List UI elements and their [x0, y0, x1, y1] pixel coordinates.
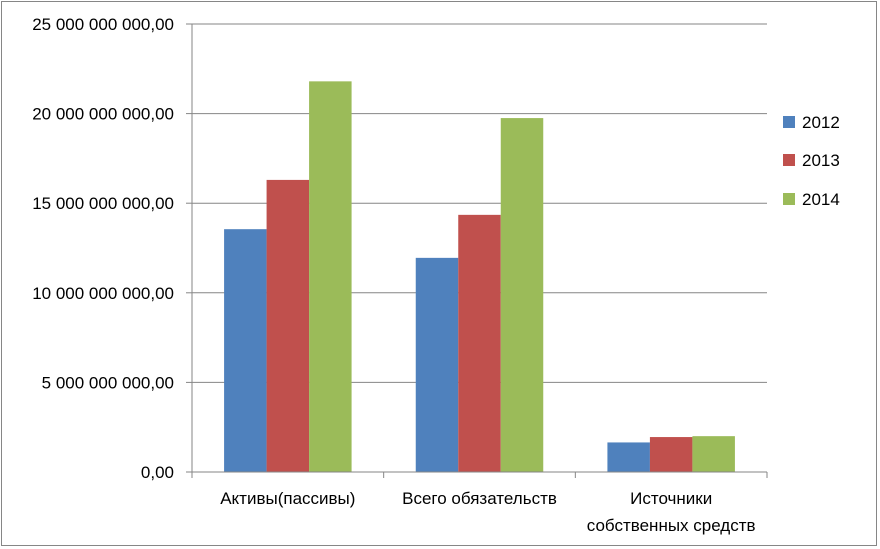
legend-swatch-2012 [783, 116, 795, 128]
y-axis-tick-labels: 0,00 5 000 000 000,00 10 000 000 000,00 15 … [32, 15, 174, 482]
bar-2013-0 [266, 179, 310, 473]
bar-2014-1 [500, 118, 544, 472]
y-tick-label: 25 000 000 000,00 [32, 15, 174, 34]
y-tick-label: 5 000 000 000,00 [42, 373, 174, 392]
x-category-label: Активы(пассивы) [220, 489, 355, 508]
y-tick-label: 15 000 000 000,00 [32, 194, 174, 213]
y-tick-label: 10 000 000 000,00 [32, 284, 174, 303]
bar-2012-0 [224, 229, 267, 472]
bar-2013-1 [458, 214, 501, 472]
legend-swatch-2014 [783, 193, 795, 205]
y-tick-label: 20 000 000 000,00 [32, 105, 174, 124]
x-category-label: Источники [630, 489, 712, 508]
x-category-label: собственных средств [587, 516, 756, 535]
legend-label-2013: 2013 [802, 151, 840, 170]
legend: 2012 2013 2014 [783, 113, 840, 209]
x-axis-category-labels: Активы(пассивы) Всего обязательств Источни… [220, 489, 755, 535]
bars [224, 81, 735, 473]
bar-2013-2 [649, 437, 693, 472]
bar-2012-1 [415, 257, 459, 472]
x-category-label: Всего обязательств [402, 489, 557, 508]
y-tick-label: 0,00 [141, 463, 174, 482]
legend-label-2012: 2012 [802, 113, 840, 132]
legend-label-2014: 2014 [802, 190, 840, 209]
bar-2014-2 [692, 436, 735, 472]
bar-2014-0 [309, 81, 352, 473]
legend-swatch-2013 [783, 154, 795, 166]
axes [186, 23, 768, 478]
bar-2012-2 [607, 442, 650, 472]
